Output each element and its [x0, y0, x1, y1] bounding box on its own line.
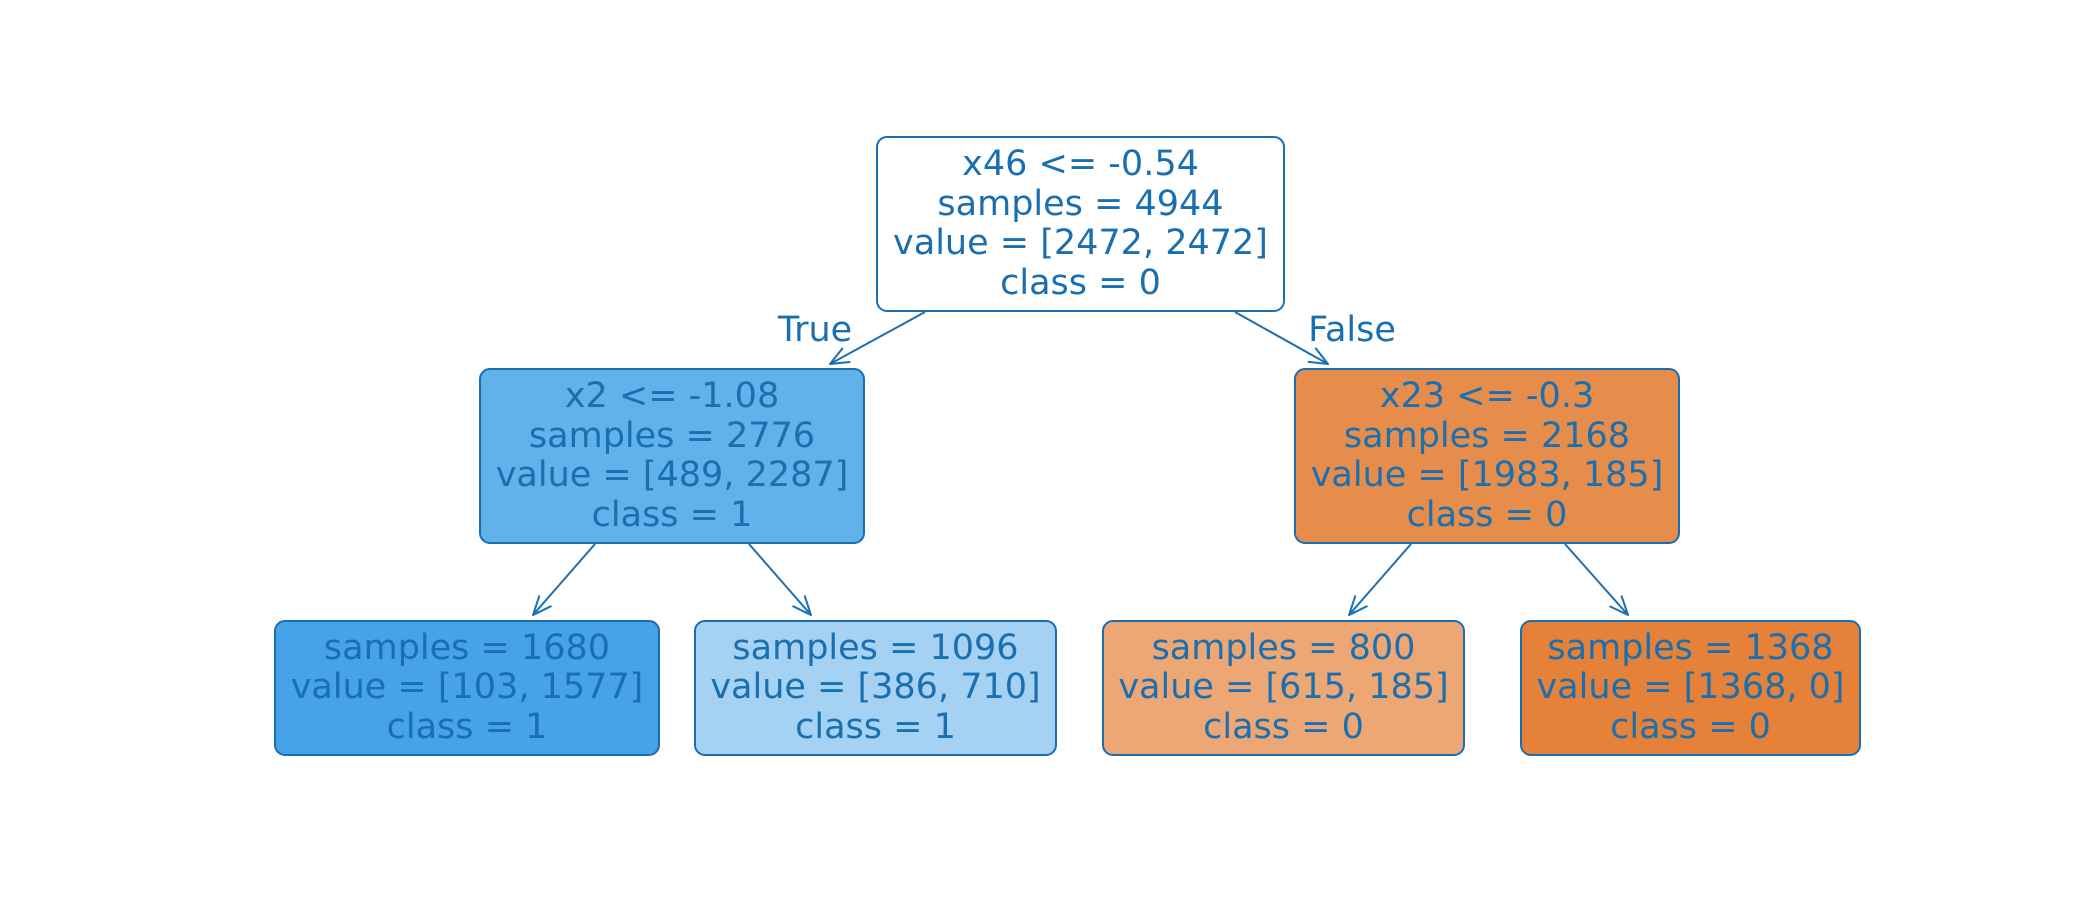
leaf-class: class = 1	[387, 707, 548, 747]
node-value: value = [489, 2287]	[496, 455, 849, 495]
edge-left-leftright	[748, 543, 811, 615]
leaf-samples: samples = 800	[1152, 628, 1416, 668]
edge-root-left: True	[777, 310, 926, 364]
tree-leaf-left-left: samples = 1680 value = [103, 1577] class…	[274, 620, 660, 756]
leaf-box	[274, 620, 660, 756]
node-split-rule: x46 <= -0.54	[962, 144, 1199, 184]
edge-label-false: False	[1308, 310, 1396, 350]
node-value: value = [2472, 2472]	[893, 223, 1268, 263]
node-class: class = 0	[1407, 495, 1568, 535]
edge-left-leftleft	[533, 543, 596, 615]
leaf-box	[694, 620, 1057, 756]
leaf-value: value = [103, 1577]	[291, 667, 644, 707]
edges-layer: True False	[533, 310, 1628, 615]
node-box	[1294, 368, 1680, 544]
leaf-class: class = 1	[795, 707, 956, 747]
node-samples: samples = 2776	[529, 416, 815, 456]
tree-node-root: x46 <= -0.54 samples = 4944 value = [247…	[876, 136, 1285, 312]
tree-leaf-right-right: samples = 1368 value = [1368, 0] class =…	[1520, 620, 1861, 756]
leaf-samples: samples = 1680	[324, 628, 610, 668]
node-box	[479, 368, 865, 544]
edge-right-rightright	[1564, 543, 1628, 615]
leaf-samples: samples = 1368	[1547, 628, 1833, 668]
node-value: value = [1983, 185]	[1311, 455, 1664, 495]
leaf-class: class = 0	[1203, 707, 1364, 747]
edge-label-true: True	[777, 310, 852, 350]
tree-leaf-right-left: samples = 800 value = [615, 185] class =…	[1102, 620, 1465, 756]
node-class: class = 1	[592, 495, 753, 535]
node-samples: samples = 4944	[937, 184, 1223, 224]
node-split-rule: x2 <= -1.08	[565, 376, 779, 416]
edge-root-right: False	[1234, 310, 1396, 364]
leaf-value: value = [615, 185]	[1118, 667, 1448, 707]
tree-node-right: x23 <= -0.3 samples = 2168 value = [1983…	[1294, 368, 1680, 544]
edge-line	[533, 543, 596, 615]
leaf-value: value = [386, 710]	[710, 667, 1040, 707]
edge-line	[1349, 543, 1412, 615]
leaf-box	[1520, 620, 1861, 756]
tree-node-left: x2 <= -1.08 samples = 2776 value = [489,…	[479, 368, 865, 544]
node-box	[876, 136, 1285, 312]
edge-right-rightleft	[1349, 543, 1412, 615]
node-samples: samples = 2168	[1344, 416, 1630, 456]
edge-line	[748, 543, 811, 615]
leaf-value: value = [1368, 0]	[1536, 667, 1844, 707]
leaf-class: class = 0	[1610, 707, 1771, 747]
tree-leaf-left-right: samples = 1096 value = [386, 710] class …	[694, 620, 1057, 756]
node-class: class = 0	[1000, 263, 1161, 303]
node-split-rule: x23 <= -0.3	[1380, 376, 1594, 416]
edge-line	[1564, 543, 1628, 615]
edge-line	[1234, 311, 1328, 364]
nodes-layer: x46 <= -0.54 samples = 4944 value = [247…	[274, 136, 1861, 756]
leaf-box	[1102, 620, 1465, 756]
leaf-samples: samples = 1096	[732, 628, 1018, 668]
edge-line	[830, 311, 926, 364]
